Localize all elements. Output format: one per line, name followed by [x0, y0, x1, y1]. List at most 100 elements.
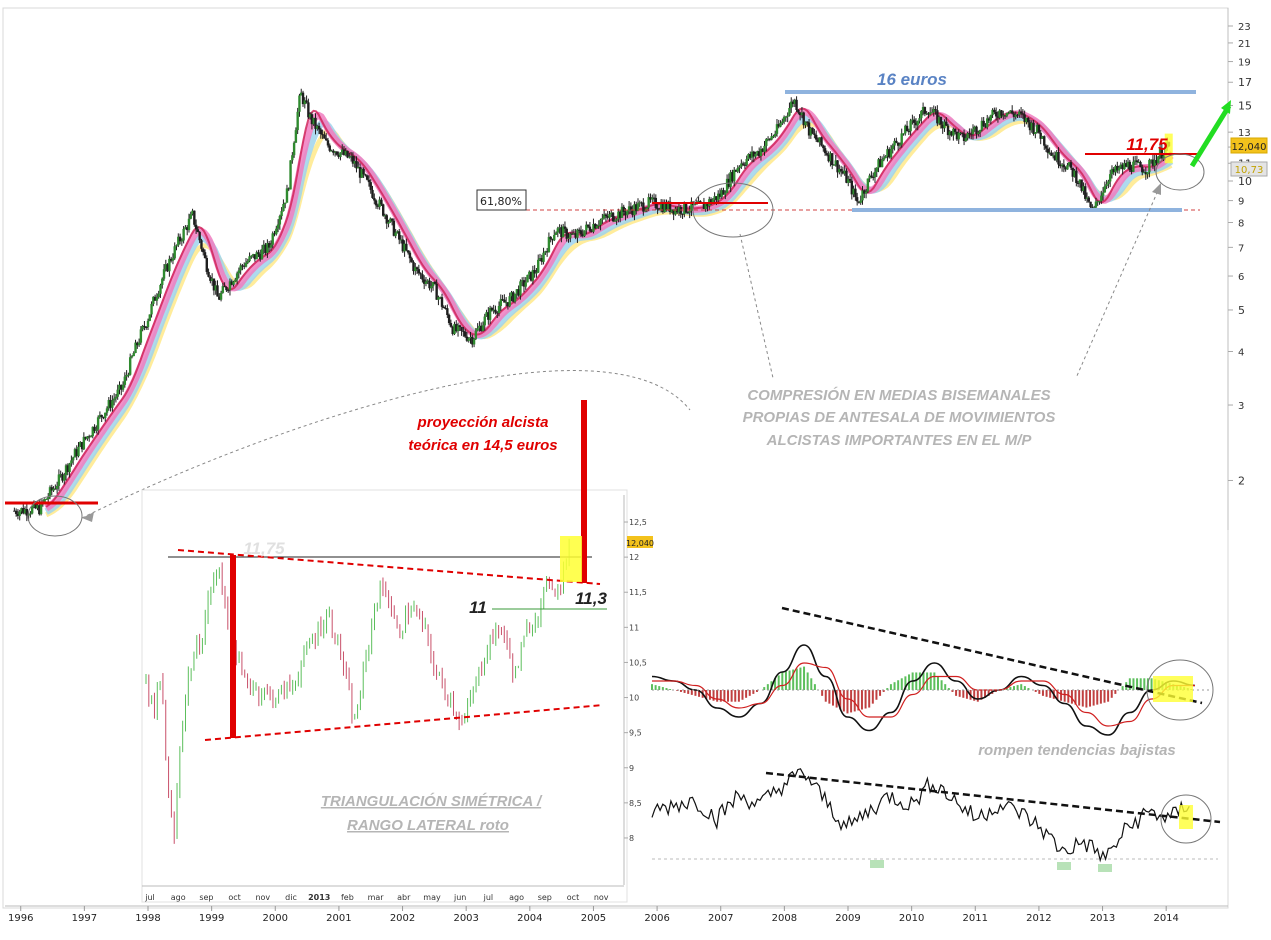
price-candle	[451, 326, 454, 335]
price-candle	[431, 282, 435, 287]
price-candle	[818, 137, 821, 143]
price-candle	[234, 279, 237, 282]
price-candle	[255, 252, 258, 260]
rsi-oversold-fill	[870, 860, 884, 868]
price-candle	[111, 400, 114, 408]
price-candle	[528, 271, 531, 275]
price-candle	[504, 302, 508, 304]
price-candle	[668, 201, 672, 213]
price-candle	[822, 145, 825, 149]
price-candle	[23, 509, 27, 514]
price-candle	[677, 207, 681, 213]
price-candle	[1103, 186, 1107, 193]
price-candle	[736, 167, 739, 172]
price-candle	[631, 209, 634, 216]
price-candle	[1155, 160, 1158, 164]
price-candle	[273, 233, 276, 235]
price-candle	[572, 233, 576, 235]
price-candle	[847, 178, 850, 183]
price-candle	[1094, 201, 1098, 208]
price-candle	[731, 172, 734, 182]
pattern-label-line2: RANGO LATERAL roto	[347, 817, 509, 834]
price-candle	[161, 278, 164, 286]
x-tick-label: 2004	[517, 913, 542, 924]
price-candle	[693, 203, 697, 206]
price-candle	[891, 145, 894, 150]
price-candle	[346, 150, 349, 158]
price-candle	[323, 134, 326, 139]
price-candle	[626, 210, 629, 216]
price-candle	[914, 122, 918, 126]
ma-ribbon	[44, 107, 1174, 518]
price-candle	[784, 116, 788, 118]
price-candle	[184, 227, 187, 229]
x-tick-label: 1996	[8, 913, 33, 924]
price-candle	[740, 163, 743, 167]
price-candle	[118, 384, 121, 390]
price-candle	[930, 112, 934, 114]
price-candle	[34, 502, 37, 509]
price-candle	[396, 231, 399, 233]
price-candle	[1023, 114, 1026, 123]
y-tick-label: 5	[1238, 304, 1245, 317]
price-candle	[316, 125, 319, 129]
price-candle	[850, 180, 854, 195]
price-candle	[1123, 163, 1126, 170]
x-tick-label: 2007	[708, 913, 733, 924]
price-candle	[925, 113, 928, 115]
price-candle	[690, 201, 693, 211]
price-candle	[711, 199, 715, 204]
price-candle	[419, 273, 422, 275]
price-candle	[440, 297, 444, 307]
price-candle	[29, 513, 32, 515]
price-candle	[139, 329, 143, 343]
price-candle	[259, 254, 262, 260]
price-candle	[171, 258, 175, 261]
price-candle	[961, 132, 964, 134]
price-candle	[870, 175, 873, 177]
price-candle	[55, 485, 59, 489]
price-candle	[232, 281, 235, 285]
inset-x-tick-label: oct	[228, 893, 240, 902]
price-candle	[970, 133, 973, 135]
price-candle	[1030, 122, 1033, 131]
price-candle	[570, 233, 574, 235]
price-candle	[545, 251, 549, 253]
price-candle	[75, 449, 78, 457]
current-price-tag	[1230, 137, 1268, 154]
price-candle	[294, 130, 298, 143]
x-tick-label: 2001	[326, 913, 351, 924]
price-candle	[561, 226, 565, 238]
price-candle	[774, 133, 777, 137]
price-candle	[221, 286, 225, 293]
price-candle	[540, 258, 543, 262]
price-candle	[779, 122, 782, 127]
price-candle	[444, 308, 447, 310]
price-candle	[617, 211, 620, 220]
price-candle	[390, 218, 394, 221]
price-candle	[595, 226, 599, 229]
price-candle	[656, 208, 659, 210]
price-candle	[781, 121, 784, 123]
price-candle	[839, 169, 843, 172]
price-candle	[820, 137, 823, 146]
price-candle	[939, 116, 943, 125]
price-candle	[189, 214, 192, 219]
price-candle	[307, 102, 310, 118]
price-candle	[829, 153, 832, 162]
price-candle	[638, 202, 641, 204]
price-candle	[196, 229, 200, 232]
price-candle	[66, 465, 70, 473]
price-candle	[205, 258, 208, 272]
price-candle	[702, 202, 706, 210]
price-candle	[1101, 192, 1105, 196]
price-candle	[888, 149, 891, 158]
price-candle	[230, 281, 233, 285]
price-candle	[873, 171, 877, 178]
rsi-breakout-circle	[1160, 794, 1212, 844]
price-candle	[756, 151, 759, 154]
price-candle	[1073, 170, 1076, 177]
price-candle	[367, 179, 371, 183]
price-candle	[506, 302, 510, 307]
price-candle	[435, 283, 438, 300]
